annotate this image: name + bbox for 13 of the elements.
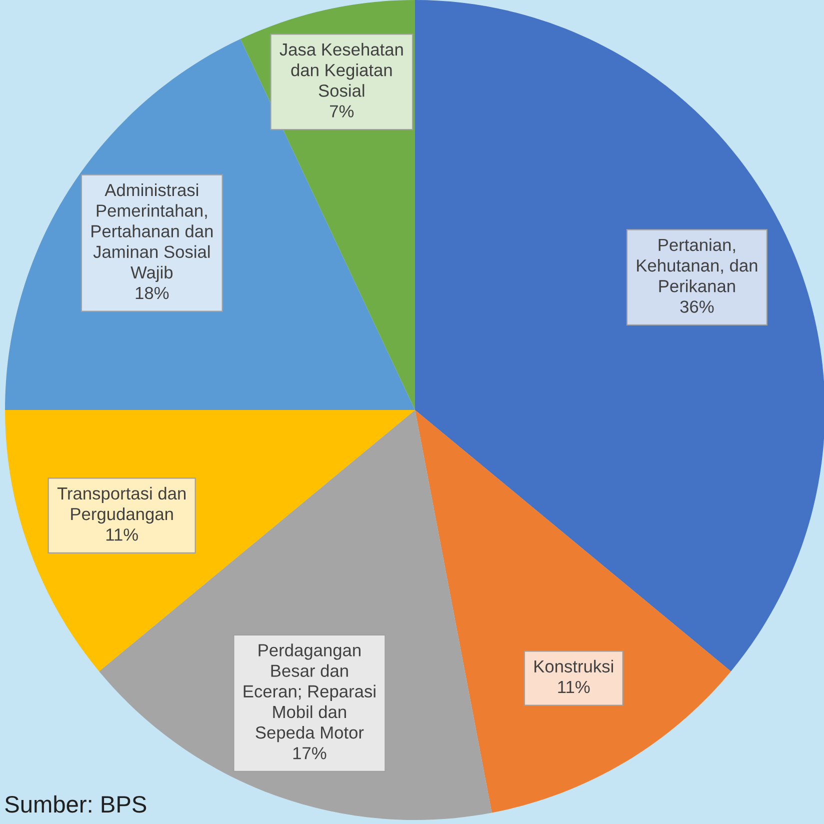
data-label: 11% xyxy=(558,680,590,694)
slice-label: Konstruksi xyxy=(534,660,613,673)
data-label: 11% xyxy=(106,528,138,541)
text: Sumber: BPS xyxy=(5,795,146,813)
slice-label: Pertanian, Kehutanan, dan Perikanan xyxy=(637,238,758,292)
data-label: 7% xyxy=(330,105,354,118)
slice-label: Administrasi Pemerintahan, Pertahanan dan Jaminan Sosial Wajib xyxy=(92,183,213,282)
slice-label: Jasa Kesehatan dan Kegiatan Sosial xyxy=(280,42,403,97)
data-label: 17% xyxy=(293,747,326,760)
data-label: 36% xyxy=(680,300,714,313)
slice-label: Transportasi dan Pergudangan xyxy=(57,486,186,524)
data-label: 18% xyxy=(136,286,169,300)
slice-label: Perdagangan Besar dan Eceran; Reparasi Mobil dan Sepeda Motor xyxy=(244,644,376,742)
